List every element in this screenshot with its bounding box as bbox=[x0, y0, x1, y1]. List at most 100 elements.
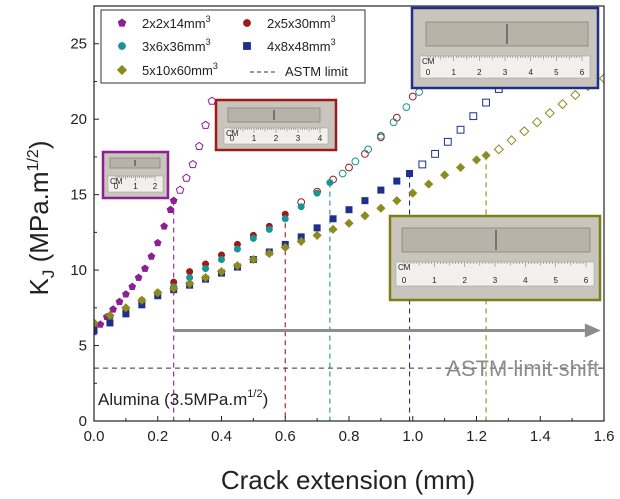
material-label-exp: 1/2 bbox=[247, 388, 262, 400]
point-s3-19 bbox=[393, 177, 401, 185]
x-tick-label-3: 0.6 bbox=[275, 428, 296, 445]
ruler-label-2-4: 4 bbox=[528, 68, 533, 77]
legend-label-exp-3: 3 bbox=[331, 37, 336, 47]
y-tick-label-2: 10 bbox=[70, 262, 87, 279]
point-s4-19 bbox=[392, 196, 402, 206]
y-axis-title-unit: (MPa.m bbox=[24, 171, 54, 269]
open-point-s3-5 bbox=[482, 98, 490, 107]
point-s4-25 bbox=[481, 150, 491, 160]
y-axis-title-exp: 1/2 bbox=[25, 149, 42, 171]
y-tick-label-5: 25 bbox=[70, 36, 87, 53]
ruler-label-2-0: 0 bbox=[426, 68, 431, 77]
ruler-cm-0: CM bbox=[110, 177, 123, 186]
point-s3-16 bbox=[345, 206, 353, 214]
point-s2-8 bbox=[218, 256, 226, 264]
point-s2-12 bbox=[281, 215, 289, 223]
point-s4-14 bbox=[312, 230, 322, 240]
x-tick-label-7: 1.4 bbox=[530, 428, 551, 445]
legend-label-exp-0: 3 bbox=[206, 14, 211, 24]
y-axis-title-sub: J bbox=[39, 270, 58, 279]
ruler-label-3-6: 6 bbox=[584, 276, 589, 285]
ruler-label-0-2: 2 bbox=[153, 182, 158, 191]
ruler-label-2-2: 2 bbox=[477, 68, 482, 77]
open-point-s0-4 bbox=[201, 120, 210, 129]
legend-label-exp-1: 3 bbox=[331, 14, 336, 24]
legend-label-text-4: 5x10x60mm bbox=[142, 63, 213, 78]
ruler-cm-1: CM bbox=[226, 129, 239, 138]
point-s0-10 bbox=[153, 238, 162, 247]
point-s0-11 bbox=[160, 222, 168, 230]
point-s0-5 bbox=[122, 290, 130, 298]
y-tick-label-1: 5 bbox=[79, 338, 87, 355]
point-s3-1 bbox=[106, 319, 114, 327]
ruler-label-3-4: 4 bbox=[523, 276, 528, 285]
point-s2-9 bbox=[233, 245, 241, 253]
point-s4-11 bbox=[264, 248, 274, 259]
point-s4-18 bbox=[376, 203, 386, 213]
point-s4-0 bbox=[94, 318, 99, 328]
legend-label-astm: ASTM limit bbox=[285, 64, 348, 79]
annotations-layer: ASTM limit shift Alumina (3.5MPa.m1/2) bbox=[98, 323, 601, 409]
point-s4-2 bbox=[121, 303, 131, 313]
point-s0-7 bbox=[134, 273, 143, 281]
ruler-label-1-1: 1 bbox=[252, 134, 257, 143]
x-tick-label-8: 1.6 bbox=[594, 428, 615, 445]
x-tick-label-0: 0.0 bbox=[84, 428, 105, 445]
point-s3-18 bbox=[377, 186, 385, 194]
point-s4-13 bbox=[296, 236, 306, 247]
ruler-label-3-0: 0 bbox=[402, 276, 407, 285]
point-s4-10 bbox=[248, 254, 258, 265]
open-point-s2-4 bbox=[389, 118, 398, 127]
legend-marker-4 bbox=[116, 64, 128, 76]
point-s4-8 bbox=[216, 267, 227, 277]
point-s4-24 bbox=[471, 155, 482, 165]
material-label-text: Alumina (3.5MPa.m bbox=[98, 390, 247, 409]
x-tick-label-4: 0.8 bbox=[339, 428, 360, 445]
open-point-s2-3 bbox=[376, 131, 385, 140]
point-s0-4 bbox=[115, 297, 124, 306]
y-tick-label-4: 20 bbox=[70, 111, 87, 128]
legend-label-3: 4x8x48mm3 bbox=[267, 37, 336, 54]
ruler-label-1-0: 0 bbox=[230, 134, 235, 143]
open-point-s4-4 bbox=[544, 108, 555, 119]
open-point-s0-3 bbox=[194, 141, 204, 150]
open-point-s3-4 bbox=[469, 112, 478, 121]
point-s2-13 bbox=[297, 203, 305, 211]
point-s3-20 bbox=[406, 170, 414, 178]
ruler-label-2-5: 5 bbox=[554, 68, 559, 77]
open-point-s3-3 bbox=[456, 125, 465, 134]
point-s4-21 bbox=[424, 179, 434, 189]
ruler-label-3-2: 2 bbox=[462, 276, 467, 285]
point-s4-17 bbox=[360, 211, 370, 221]
open-point-s4-2 bbox=[519, 126, 530, 137]
y-tick-label-3: 15 bbox=[70, 187, 87, 204]
point-s4-5 bbox=[169, 283, 179, 293]
ruler-label-3-1: 1 bbox=[432, 276, 437, 285]
legend-label-text-0: 2x2x14mm bbox=[142, 16, 206, 31]
point-s4-7 bbox=[200, 273, 211, 283]
astm-shift-label: ASTM limit shift bbox=[446, 356, 599, 381]
point-s2-7 bbox=[202, 265, 210, 273]
point-s3-15 bbox=[329, 215, 337, 223]
open-point-s2-5 bbox=[402, 103, 411, 112]
open-point-s4-8 bbox=[598, 73, 604, 84]
point-s0-8 bbox=[141, 264, 149, 272]
x-tick-label-1: 0.2 bbox=[147, 428, 168, 445]
material-label: Alumina (3.5MPa.m1/2) bbox=[98, 388, 268, 409]
legend-box bbox=[100, 9, 366, 84]
open-point-s3-1 bbox=[431, 149, 439, 158]
ruler-cm-2: CM bbox=[422, 57, 435, 66]
point-s4-6 bbox=[185, 279, 195, 289]
ruler-label-2-6: 6 bbox=[580, 68, 585, 77]
open-point-s0-1 bbox=[182, 173, 191, 182]
ruler-label-0-1: 1 bbox=[133, 182, 138, 191]
y-tick-label-0: 0 bbox=[79, 413, 87, 430]
legend-label-text-3: 4x8x48mm bbox=[267, 39, 331, 54]
x-tick-label-6: 1.2 bbox=[466, 428, 487, 445]
open-point-s4-6 bbox=[570, 89, 581, 101]
open-point-s3-2 bbox=[443, 137, 452, 146]
legend-label-4: 5x10x60mm3 bbox=[142, 61, 218, 78]
